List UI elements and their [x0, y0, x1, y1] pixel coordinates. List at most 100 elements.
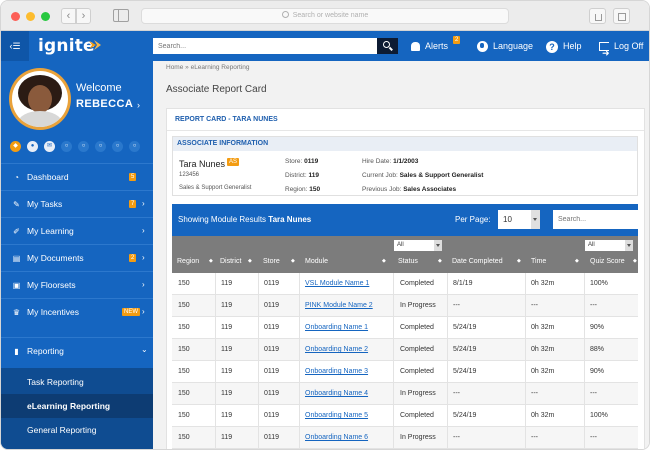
associate-role-tag: AS: [227, 158, 240, 166]
back-button[interactable]: ‹: [61, 8, 76, 24]
profile-panel[interactable]: Welcome REBECCA › ◆ ● ✉ ○ ○ ○ ○ ○: [1, 61, 153, 161]
table-row[interactable]: 150 119 0119 PINK Module Name 2 In Progr…: [172, 295, 638, 317]
cell-time: ---: [531, 302, 538, 309]
sidebar-item-my-floorsets[interactable]: ▣ My Floorsets ›: [1, 271, 153, 298]
cell-quiz-score: 90%: [590, 324, 605, 331]
sidebar-item-dashboard[interactable]: ◔ Dashboard 5: [1, 163, 153, 190]
district-field: District: 119: [285, 172, 319, 179]
module-link[interactable]: VSL Module Name 1: [305, 280, 370, 287]
close-window-button[interactable]: [11, 12, 20, 21]
share-icon[interactable]: [589, 8, 606, 24]
per-page-value: 10: [503, 215, 512, 224]
language-button[interactable]: Language: [477, 31, 533, 61]
logoff-button[interactable]: Log Off: [599, 31, 643, 68]
column-header-module[interactable]: Module ◆: [305, 258, 386, 265]
module-link[interactable]: Onboarding Name 6: [305, 434, 369, 441]
search-icon: [281, 11, 289, 18]
dashboard-icon: ◔: [14, 173, 19, 182]
sidebar-item-task-reporting[interactable]: Task Reporting: [1, 370, 153, 394]
report-card-title: REPORT CARD - TARA NUNES: [175, 116, 278, 123]
cell-time: 0h 32m: [531, 280, 555, 287]
help-button[interactable]: ? Help: [546, 31, 582, 61]
badge-icon[interactable]: ○: [61, 141, 72, 152]
module-link[interactable]: Onboarding Name 4: [305, 390, 369, 397]
table-header: All All Region ◆ District ◆ Store ◆ Module ◆…: [172, 236, 638, 273]
badge-icon[interactable]: ○: [78, 141, 89, 152]
sidebar-item-my-incentives[interactable]: ♛ My Incentives NEW ›: [1, 298, 153, 325]
cell-store: 0119: [264, 280, 280, 287]
sidebar: Welcome REBECCA › ◆ ● ✉ ○ ○ ○ ○ ○ ◔ Dash…: [1, 61, 153, 449]
chevron-right-icon[interactable]: ›: [137, 100, 140, 110]
sidebar-item-label: My Documents: [27, 253, 84, 263]
table-row[interactable]: 150 119 0119 Onboarding Name 5 Completed…: [172, 405, 638, 427]
table-row[interactable]: 150 119 0119 Onboarding Name 6 In Progre…: [172, 427, 638, 449]
cell-time: 0h 32m: [531, 324, 555, 331]
sort-icon: ◆: [633, 258, 637, 264]
browser-sidebar-icon[interactable]: [113, 9, 129, 22]
column-header-date-completed[interactable]: Date Completed ◆: [452, 258, 521, 265]
module-link[interactable]: Onboarding Name 2: [305, 346, 369, 353]
avatar[interactable]: [9, 68, 71, 130]
help-label: Help: [563, 41, 582, 51]
cell-quiz-score: ---: [590, 434, 597, 441]
mail-badge-icon[interactable]: ✉: [44, 141, 55, 152]
module-link[interactable]: PINK Module Name 2: [305, 302, 373, 309]
badge-icon[interactable]: ○: [129, 141, 140, 152]
alerts-count-badge: 2: [453, 36, 461, 44]
report-card: REPORT CARD - TARA NUNES ASSOCIATE INFOR…: [166, 108, 645, 449]
table-row[interactable]: 150 119 0119 VSL Module Name 1 Completed…: [172, 273, 638, 295]
column-header-store[interactable]: Store ◆: [263, 258, 295, 265]
column-header-region[interactable]: Region ◆: [177, 258, 213, 265]
column-header-time[interactable]: Time ◆: [531, 258, 579, 265]
per-page-select[interactable]: 10: [498, 210, 540, 229]
sidebar-item-label: My Tasks: [27, 199, 63, 209]
sidebar-item-elearning-reporting[interactable]: eLearning Reporting: [1, 394, 153, 418]
chat-badge-icon[interactable]: ●: [27, 141, 38, 152]
column-header-quiz-score[interactable]: Quiz Score ◆: [590, 258, 637, 265]
cell-region: 150: [178, 324, 190, 331]
cell-status: Completed: [400, 346, 434, 353]
cell-region: 150: [178, 368, 190, 375]
tabs-icon[interactable]: [613, 8, 630, 24]
badge-icon[interactable]: ○: [112, 141, 123, 152]
sidebar-item-label: Reporting: [27, 346, 64, 356]
badge-icon[interactable]: ○: [95, 141, 106, 152]
cell-quiz-score: 100%: [590, 280, 608, 287]
section-title: ASSOCIATE INFORMATION: [173, 137, 637, 151]
column-header-status[interactable]: Status ◆: [398, 258, 442, 265]
module-link[interactable]: Onboarding Name 5: [305, 412, 369, 419]
sidebar-item-my-documents[interactable]: ▤ My Documents 2 ›: [1, 244, 153, 271]
sidebar-item-my-tasks[interactable]: ✎ My Tasks 7 ›: [1, 190, 153, 217]
table-row[interactable]: 150 119 0119 Onboarding Name 3 Completed…: [172, 361, 638, 383]
minimize-window-button[interactable]: [26, 12, 35, 21]
sort-icon: ◆: [575, 258, 579, 264]
sidebar-item-general-reporting[interactable]: General Reporting: [1, 418, 153, 442]
sidebar-item-label: Dashboard: [27, 172, 69, 182]
url-bar[interactable]: Search or website name: [141, 8, 509, 24]
cell-region: 150: [178, 280, 190, 287]
table-row[interactable]: 150 119 0119 Onboarding Name 1 Completed…: [172, 317, 638, 339]
sidebar-item-my-learning[interactable]: ✐ My Learning ›: [1, 217, 153, 244]
sidebar-item-reporting[interactable]: ▮ Reporting ⌄: [1, 337, 153, 364]
shield-badge-icon[interactable]: ◆: [10, 141, 21, 152]
search-button[interactable]: [377, 38, 398, 54]
table-row[interactable]: 150 119 0119 Onboarding Name 2 Completed…: [172, 339, 638, 361]
module-link[interactable]: Onboarding Name 3: [305, 368, 369, 375]
status-filter-select[interactable]: All: [394, 240, 442, 251]
cell-quiz-score: ---: [590, 302, 597, 309]
cell-store: 0119: [264, 346, 280, 353]
alerts-button[interactable]: Alerts 2: [411, 31, 461, 61]
breadcrumb-home[interactable]: Home: [166, 64, 184, 71]
quiz-score-filter-select[interactable]: All: [585, 240, 633, 251]
table-row[interactable]: 150 119 0119 Onboarding Name 4 In Progre…: [172, 383, 638, 405]
column-header-district[interactable]: District ◆: [220, 258, 252, 265]
results-search-input[interactable]: [553, 210, 638, 229]
module-link[interactable]: Onboarding Name 1: [305, 324, 369, 331]
forward-button[interactable]: ›: [76, 8, 91, 24]
search-input[interactable]: [153, 38, 377, 54]
maximize-window-button[interactable]: [41, 12, 50, 21]
associate-role: Sales & Support Generalist: [179, 185, 252, 191]
menu-collapse-icon[interactable]: ‹☰: [1, 31, 29, 61]
sidebar-item-label: My Floorsets: [27, 280, 76, 290]
cell-date-completed: 5/24/19: [453, 346, 477, 353]
